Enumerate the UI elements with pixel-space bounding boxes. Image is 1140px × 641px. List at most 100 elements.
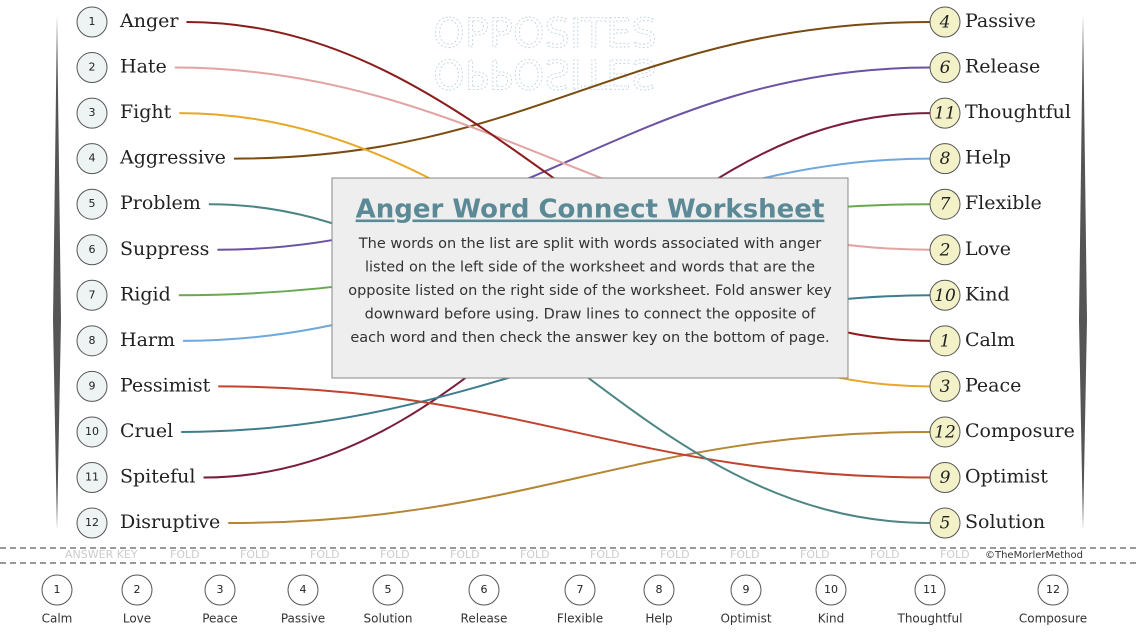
number: 4: [939, 13, 951, 33]
watermark-mirror: OPPOSITES: [433, 50, 657, 96]
number-circle: [76, 462, 108, 493]
fold-label: FOLD: [940, 548, 970, 561]
number-circle: [929, 234, 961, 266]
key-circle: [564, 574, 596, 606]
number-circle: [76, 188, 108, 220]
key-word: Solution: [364, 612, 413, 626]
number: 5: [89, 197, 96, 210]
left-word: Hate: [120, 56, 167, 78]
key-word: Help: [645, 612, 672, 626]
number: 1: [89, 15, 96, 28]
instruction-line: opposite listed on the right side of the…: [348, 283, 832, 299]
connection: [228, 430, 931, 525]
number-circle: [929, 97, 961, 129]
key-word: Thoughtful: [897, 612, 963, 626]
answer-key: 1 Calm 2 Love 3 Peace 4 Passive 5 Solution 6 Releas…: [41, 574, 1087, 626]
key-number: 3: [217, 583, 224, 596]
number: 2: [89, 61, 96, 74]
left-word: Fight: [120, 101, 172, 123]
left-word: Problem: [120, 192, 201, 214]
number: 9: [89, 379, 96, 392]
fold-label: FOLD: [870, 548, 900, 561]
key-number: 4: [300, 583, 307, 596]
key-circle: [372, 574, 404, 606]
number-circle: [929, 325, 961, 357]
number-circle: [76, 416, 108, 448]
key-number: 11: [923, 583, 937, 596]
fold-label: FOLD: [240, 548, 270, 561]
number: 12: [934, 422, 956, 442]
connection: [233, 21, 931, 160]
left-word: Pessimist: [120, 374, 211, 396]
instruction-line: The words on the list are split with wor…: [358, 236, 821, 252]
key-word: Kind: [818, 612, 844, 626]
fold-labels: FOLD FOLD FOLD FOLD FOLD FOLD FOLD FOLD FOLD FOLD…: [170, 548, 970, 561]
key-word: Love: [123, 612, 151, 626]
right-word: Flexible: [965, 192, 1042, 214]
right-word: Calm: [965, 329, 1015, 351]
number-circle: [76, 6, 108, 38]
left-word: Spiteful: [120, 466, 195, 488]
title: Anger Word Connect Worksheet: [356, 195, 825, 225]
key-number: 8: [656, 583, 663, 596]
right-word: Thoughtful: [965, 101, 1071, 123]
number: 6: [89, 243, 96, 256]
number: 3: [89, 106, 96, 119]
right-word: Optimist: [965, 466, 1048, 488]
instruction-line: each word and then check the answer key …: [350, 330, 829, 346]
number-circle: [929, 52, 961, 84]
left-word: Anger: [119, 10, 179, 32]
number: 10: [934, 286, 956, 306]
fold-label: FOLD: [660, 548, 690, 561]
info-box: [331, 177, 849, 379]
number-circle: [929, 188, 961, 220]
number-circle: [76, 507, 108, 539]
items: 1 Anger 2 Hate 3 Fight 4 Aggressive 5 Problem 6 Sup…: [76, 6, 1075, 539]
key-number: 2: [134, 583, 141, 596]
fold-label: FOLD: [170, 548, 200, 561]
number-circle: [929, 416, 961, 448]
fold-label: FOLD: [590, 548, 620, 561]
number-circle: [929, 507, 961, 539]
number: 6: [940, 58, 951, 78]
right-word: Passive: [965, 10, 1036, 32]
number-circle: [929, 279, 961, 311]
key-circle: [914, 574, 946, 606]
right-word: Love: [965, 238, 1011, 260]
right-word: Peace: [965, 374, 1021, 396]
key-number: 12: [1046, 583, 1060, 596]
left-word: Suppress: [120, 238, 209, 260]
key-number: 5: [385, 583, 392, 596]
left-word: Rigid: [120, 283, 171, 305]
instruction-line: downward before using. Draw lines to con…: [365, 307, 817, 323]
right-word: Release: [965, 56, 1040, 78]
number: 7: [940, 195, 951, 215]
instruction-line: listed on the left side of the worksheet…: [365, 260, 815, 276]
key-circle: [730, 574, 762, 606]
number-circle: [929, 143, 961, 175]
left-word: Disruptive: [120, 511, 220, 533]
key-circle: [815, 574, 847, 606]
left-word: Aggressive: [119, 147, 226, 169]
key-word: Calm: [42, 612, 73, 626]
left-bar: [53, 15, 61, 530]
key-number: 6: [481, 583, 488, 596]
number-circle: [929, 370, 961, 402]
number: 11: [85, 471, 99, 484]
number: 1: [940, 331, 951, 351]
number: 4: [89, 152, 96, 165]
answer-key-label: ANSWER KEY: [65, 548, 138, 561]
fold-label: FOLD: [730, 548, 760, 561]
number-circle: [76, 143, 108, 175]
right-bar: [1079, 15, 1087, 530]
number: 12: [85, 516, 99, 529]
fold-label: FOLD: [380, 548, 410, 561]
number-circle: [76, 97, 108, 129]
fold-label: FOLD: [520, 548, 550, 561]
right-word: Help: [965, 147, 1011, 169]
key-word: Flexible: [557, 612, 603, 626]
key-number: 9: [743, 583, 750, 596]
left-word: Harm: [120, 329, 175, 351]
fold-label: FOLD: [310, 548, 340, 561]
